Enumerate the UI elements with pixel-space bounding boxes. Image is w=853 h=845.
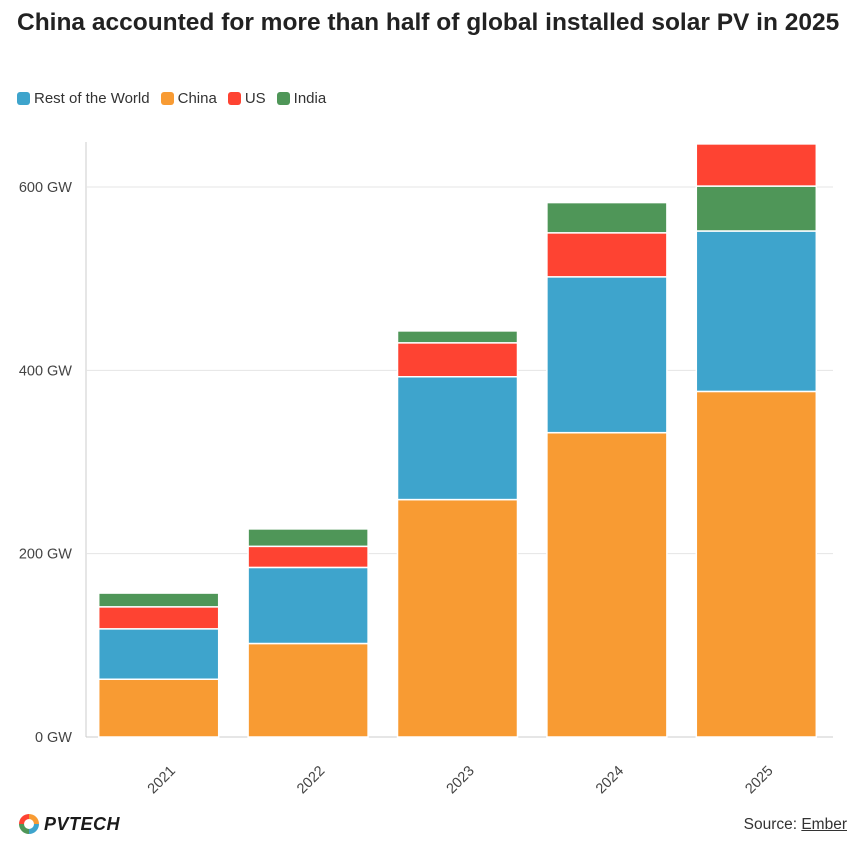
x-tick-label: 2025 <box>742 763 776 797</box>
bar-rest-of-the-world-2021[interactable] <box>97 628 220 680</box>
bar-rest-of-the-world-2025[interactable] <box>695 230 818 393</box>
y-tick-label: 0 GW <box>35 730 72 746</box>
legend-label: US <box>244 90 266 107</box>
bar-us-2024[interactable] <box>546 232 668 278</box>
legend-label: Rest of the World <box>34 90 150 107</box>
legend-label: China <box>177 90 217 107</box>
legend-swatch <box>17 92 30 105</box>
x-tick-label: 2023 <box>444 763 478 797</box>
bar-india-2025[interactable] <box>695 185 818 232</box>
bar-rest-of-the-world-2024[interactable] <box>546 276 668 434</box>
legend-item-china[interactable]: China <box>160 90 217 107</box>
bar-china-2023[interactable] <box>396 498 519 738</box>
chart-title: China accounted for more than half of gl… <box>17 9 840 36</box>
legend-swatch <box>160 92 174 105</box>
x-tick-label: 2022 <box>294 763 328 797</box>
pvtech-logo: PVTECH <box>17 812 120 836</box>
bar-us-2022[interactable] <box>247 545 369 569</box>
legend-label: India <box>293 90 327 107</box>
y-tick-label: 600 GW <box>19 180 72 196</box>
legend-swatch <box>276 92 290 105</box>
bar-rest-of-the-world-2022[interactable] <box>247 566 369 645</box>
bar-india-2024[interactable] <box>546 201 668 234</box>
bar-china-2022[interactable] <box>247 642 369 738</box>
pvtech-logo-icon <box>19 814 39 834</box>
bar-india-2023[interactable] <box>396 330 519 344</box>
chart-legend: Rest of the World China US India <box>17 90 337 107</box>
legend-item-india[interactable]: India <box>276 90 327 107</box>
bar-china-2021[interactable] <box>97 678 220 738</box>
bar-india-2022[interactable] <box>247 528 369 548</box>
bar-us-2025[interactable] <box>695 143 818 187</box>
pvtech-logo-text: PVTECH <box>44 813 121 834</box>
legend-swatch <box>227 92 241 105</box>
source-note: Source: Ember <box>744 816 847 834</box>
source-prefix: Source: <box>743 816 802 833</box>
y-tick-label: 200 GW <box>19 547 72 563</box>
bar-rest-of-the-world-2023[interactable] <box>396 376 519 501</box>
x-tick-label: 2024 <box>593 763 627 797</box>
bar-china-2024[interactable] <box>546 431 668 738</box>
bar-china-2025[interactable] <box>695 390 818 738</box>
legend-item-rest-of-the-world[interactable]: Rest of the World <box>17 90 150 107</box>
x-tick-label: 2021 <box>145 763 179 797</box>
bar-india-2021[interactable] <box>97 592 220 608</box>
source-link[interactable]: Ember <box>801 816 847 833</box>
legend-item-us[interactable]: US <box>227 90 266 107</box>
bar-us-2021[interactable] <box>97 606 220 630</box>
y-tick-label: 400 GW <box>19 363 72 379</box>
bar-us-2023[interactable] <box>396 342 519 378</box>
